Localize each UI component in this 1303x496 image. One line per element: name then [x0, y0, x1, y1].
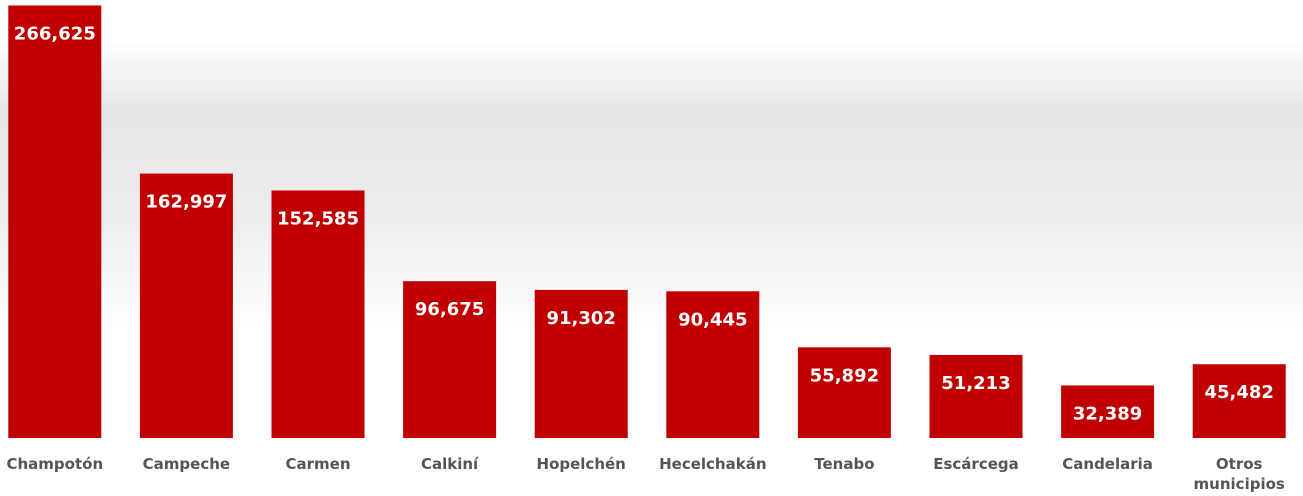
x-tick-label: Candelaria — [1062, 455, 1153, 473]
value-label: 96,675 — [415, 299, 484, 320]
value-label: 55,892 — [810, 365, 879, 386]
bar — [1061, 385, 1155, 438]
value-label: 51,213 — [941, 373, 1010, 394]
bar — [271, 190, 365, 438]
value-label: 91,302 — [546, 308, 615, 329]
x-tick-label: Hopelchén — [536, 455, 626, 473]
bar — [666, 291, 760, 438]
x-tick-label: Champotón — [6, 455, 104, 473]
x-tick-label: Calkiní — [420, 455, 479, 473]
x-tick-label: Otros municipios — [1193, 455, 1285, 493]
x-tick-label: Campeche — [142, 455, 231, 473]
bar — [403, 281, 497, 438]
x-tick-label: Escárcega — [933, 455, 1019, 473]
x-tick-label: Carmen — [285, 455, 351, 473]
bar — [139, 173, 233, 438]
x-tick-label: Tenabo — [814, 455, 875, 473]
value-label: 152,585 — [277, 208, 359, 229]
x-tick-label: Hecelchakán — [659, 455, 767, 473]
bar — [797, 347, 891, 438]
bar — [929, 354, 1023, 438]
bar — [534, 289, 628, 438]
value-label: 162,997 — [145, 192, 227, 213]
value-label: 45,482 — [1204, 382, 1273, 403]
bar — [1192, 364, 1286, 438]
bar — [8, 5, 102, 438]
value-label: 266,625 — [14, 23, 96, 44]
value-label: 32,389 — [1073, 403, 1142, 424]
value-label: 90,445 — [678, 309, 747, 330]
